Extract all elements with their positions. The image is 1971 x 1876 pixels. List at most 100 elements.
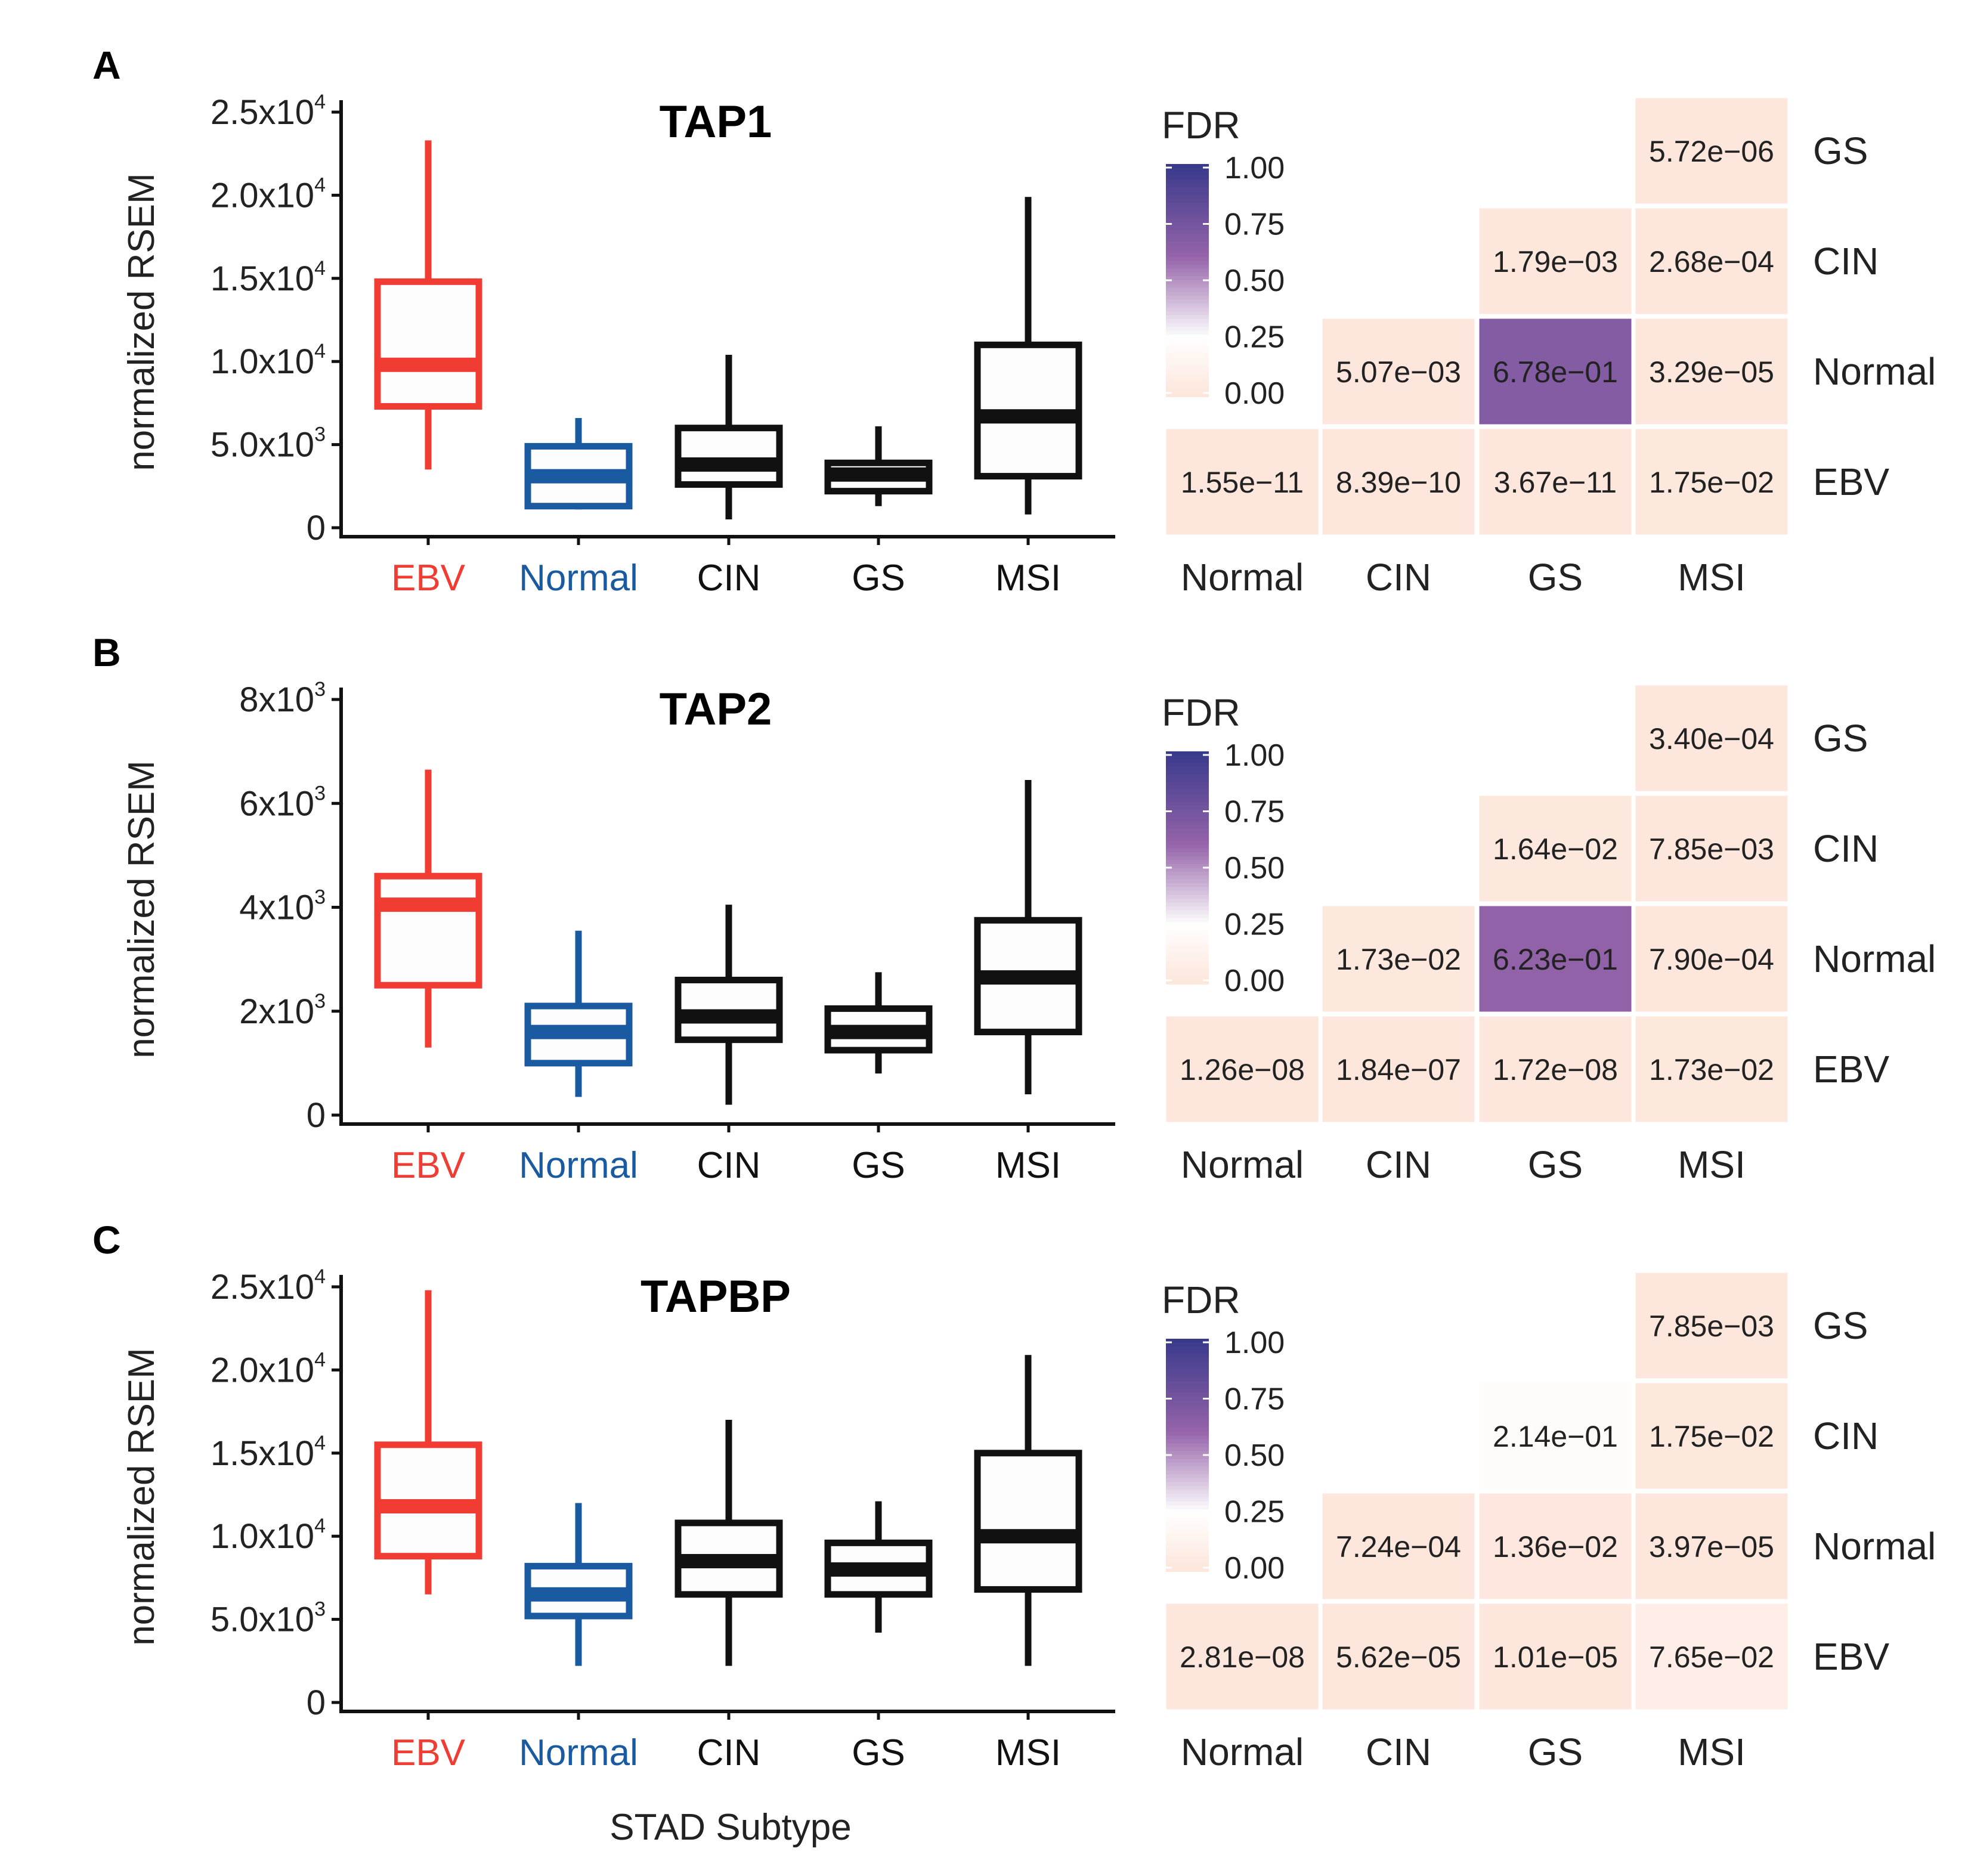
- legend-gradient-step: [1166, 1370, 1209, 1375]
- legend-gradient-step: [1166, 335, 1209, 339]
- legend-gradient-step: [1166, 195, 1209, 200]
- legend-gradient-step: [1166, 187, 1209, 192]
- legend-gradient-step: [1166, 1505, 1209, 1510]
- y-tick-label: 0: [307, 1096, 326, 1135]
- legend-gradient-step: [1166, 354, 1209, 358]
- legend-gradient-step: [1166, 1339, 1209, 1343]
- legend-gradient-step: [1166, 1513, 1209, 1518]
- heatmap-cell-label: 2.81e−08: [1180, 1640, 1305, 1674]
- legend-gradient-step: [1166, 1393, 1209, 1398]
- legend-gradient-step: [1166, 782, 1209, 787]
- legend-gradient-step: [1166, 1377, 1209, 1382]
- legend-gradient-step: [1166, 1350, 1209, 1355]
- legend-gradient-step: [1166, 358, 1209, 363]
- heatmap-cell-label: 6.78e−01: [1493, 355, 1618, 389]
- legend-gradient-step: [1166, 794, 1209, 798]
- legend-gradient-step: [1166, 778, 1209, 783]
- legend-tick-label: 0.25: [1224, 320, 1285, 355]
- heatmap-cell: [1164, 1602, 1320, 1711]
- heatmap-cell: [1477, 1014, 1633, 1124]
- legend-title: FDR: [1162, 1278, 1240, 1321]
- x-tick-label-msi: MSI: [995, 1145, 1061, 1186]
- box-ebv: [374, 1290, 482, 1595]
- y-tick-label: 0: [307, 1683, 326, 1722]
- legend-gradient-step: [1166, 284, 1209, 289]
- legend-gradient-step: [1166, 1439, 1209, 1444]
- legend-gradient-step: [1166, 1559, 1209, 1564]
- legend-gradient-step: [1166, 817, 1209, 822]
- x-tick-label-gs: GS: [852, 1732, 905, 1773]
- legend-gradient-step: [1166, 968, 1209, 973]
- legend-gradient-step: [1166, 875, 1209, 880]
- y-tick-base: 1.0x10: [211, 1517, 314, 1556]
- y-tick-exponent: 3: [314, 990, 326, 1013]
- legend-gradient-step: [1166, 980, 1209, 985]
- y-tick-label: 0: [307, 509, 326, 547]
- legend-gradient-step: [1166, 1486, 1209, 1491]
- y-tick-label: 8x103: [239, 678, 326, 719]
- heatmap-cell: [1633, 317, 1790, 426]
- box-cin: [674, 905, 783, 1105]
- legend-gradient-step: [1166, 1536, 1209, 1541]
- y-tick-base: 2x10: [239, 992, 314, 1031]
- legend-gradient-step: [1166, 288, 1209, 293]
- legend-gradient-step: [1166, 1389, 1209, 1394]
- box-cin: [674, 1420, 783, 1666]
- legend-gradient-step: [1166, 755, 1209, 760]
- legend-gradient-step: [1166, 319, 1209, 324]
- fdr-heatmap: 3.40e−04 1.64e−02 7.85e−03 1.73e−02 6.23e−01…: [1164, 683, 1936, 1186]
- legend-gradient-step: [1166, 1567, 1209, 1572]
- heatmap-col-label: GS: [1528, 1730, 1583, 1773]
- legend-gradient-step: [1166, 1366, 1209, 1370]
- y-tick-exponent: 4: [314, 174, 326, 196]
- legend-gradient-step: [1166, 1416, 1209, 1421]
- x-tick-label-ebv: EBV: [391, 1145, 466, 1186]
- legend-gradient-step: [1166, 245, 1209, 250]
- heatmap-col-label: Normal: [1181, 556, 1304, 599]
- legend-gradient-step: [1166, 392, 1209, 397]
- legend-gradient-step: [1166, 786, 1209, 791]
- heatmap-row-label: EBV: [1813, 1635, 1889, 1678]
- legend-gradient-step: [1166, 1412, 1209, 1417]
- legend-gradient-step: [1166, 751, 1209, 756]
- heatmap-cell: [1477, 206, 1633, 316]
- legend-gradient-step: [1166, 1482, 1209, 1487]
- legend-gradient-step: [1166, 1455, 1209, 1460]
- y-axis-label: normalized RSEM: [121, 1348, 162, 1646]
- legend-tick-label: 1.00: [1224, 151, 1285, 185]
- legend-gradient-step: [1166, 832, 1209, 837]
- legend-gradient-step: [1166, 840, 1209, 845]
- legend-gradient-step: [1166, 1428, 1209, 1432]
- y-tick-label: 1.5x104: [211, 1432, 326, 1473]
- heatmap-row-label: Normal: [1813, 350, 1936, 393]
- legend-gradient-step: [1166, 887, 1209, 891]
- heatmap-col-label: MSI: [1678, 1143, 1746, 1186]
- legend-gradient-step: [1166, 894, 1209, 899]
- legend-gradient-step: [1166, 307, 1209, 312]
- legend-gradient-step: [1166, 1474, 1209, 1479]
- legend-gradient-step: [1166, 863, 1209, 868]
- legend-gradient-step: [1166, 346, 1209, 351]
- legend-gradient-step: [1166, 373, 1209, 378]
- legend-gradient-step: [1166, 976, 1209, 981]
- chart-title: TAP1: [660, 97, 772, 147]
- y-tick-exponent: 4: [314, 1515, 326, 1537]
- legend-gradient-step: [1166, 964, 1209, 969]
- legend-gradient-step: [1166, 1478, 1209, 1483]
- y-tick-label: 1.0x104: [211, 1515, 326, 1556]
- legend-gradient-step: [1166, 759, 1209, 764]
- heatmap-row-label: EBV: [1813, 460, 1889, 503]
- box-ebv: [374, 769, 482, 1048]
- legend-gradient-step: [1166, 1362, 1209, 1367]
- legend-gradient-step: [1166, 1490, 1209, 1494]
- legend-gradient-step: [1166, 770, 1209, 775]
- legend-gradient-step: [1166, 1509, 1209, 1514]
- y-tick-exponent: 3: [314, 1598, 326, 1621]
- heatmap-cell-label: 1.36e−02: [1493, 1530, 1618, 1564]
- heatmap-cell: [1633, 1491, 1790, 1601]
- legend-gradient-step: [1166, 273, 1209, 277]
- y-tick-exponent: 4: [314, 1348, 326, 1371]
- legend-gradient-step: [1166, 809, 1209, 814]
- legend-gradient-step: [1166, 369, 1209, 374]
- legend-gradient-step: [1166, 1432, 1209, 1437]
